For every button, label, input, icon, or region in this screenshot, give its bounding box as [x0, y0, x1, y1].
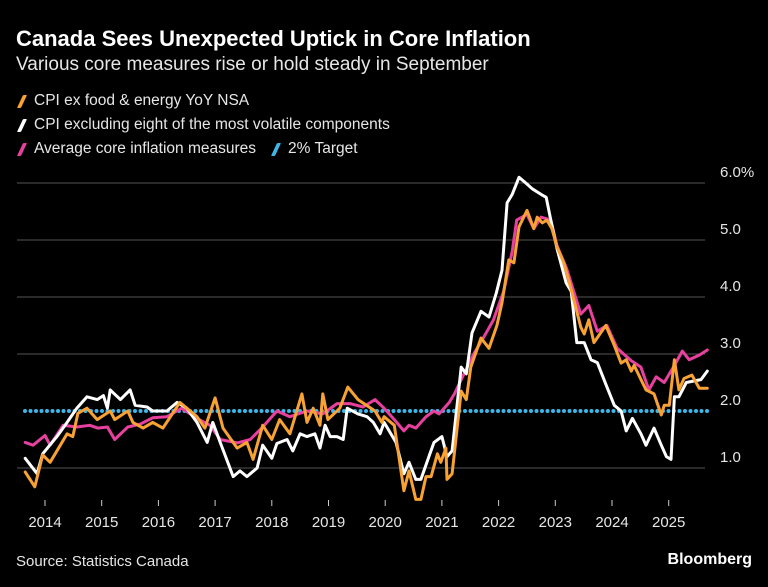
y-tick-label: 5.0 — [720, 221, 741, 238]
legend-label: Average core inflation measures — [34, 140, 257, 157]
x-tick-label: 2024 — [595, 514, 628, 531]
legend-row: Average core inflation measures 2% Targe… — [16, 140, 372, 158]
x-tick-label: 2021 — [425, 514, 458, 531]
legend-label: 2% Target — [288, 140, 358, 157]
y-tick-label: 2.0 — [720, 392, 741, 409]
x-tick-label: 2023 — [539, 514, 572, 531]
x-tick-label: 2020 — [369, 514, 402, 531]
series-line-orange — [23, 208, 709, 501]
chart-subtitle: Various core measures rise or hold stead… — [16, 54, 489, 75]
source-note: Source: Statistics Canada — [16, 553, 189, 570]
y-tick-label: 4.0 — [720, 278, 741, 295]
x-tick-label: 2019 — [312, 514, 345, 531]
x-tick-label: 2018 — [255, 514, 288, 531]
x-tick-label: 2016 — [142, 514, 175, 531]
x-tick-label: 2025 — [652, 514, 685, 531]
y-tick-label: 1.0 — [720, 449, 741, 466]
y-tick-label: 3.0 — [720, 335, 741, 352]
y-tick-label: 6.0% — [720, 164, 754, 181]
legend-item-target: 2% Target — [270, 140, 358, 158]
legend-label: CPI ex food & energy YoY NSA — [34, 92, 250, 109]
legend-row: CPI excluding eight of the most volatile… — [16, 116, 404, 134]
x-tick-label: 2022 — [482, 514, 515, 531]
legend-item-cpi-ex-eight: CPI excluding eight of the most volatile… — [16, 116, 390, 134]
chart-title: Canada Sees Unexpected Uptick in Core In… — [16, 26, 531, 51]
x-tick-label: 2014 — [28, 514, 61, 531]
legend-item-cpi-ex-food-energy: CPI ex food & energy YoY NSA — [16, 92, 249, 110]
legend-label: CPI excluding eight of the most volatile… — [34, 116, 390, 133]
legend-row: CPI ex food & energy YoY NSA — [16, 92, 263, 110]
bloomberg-logo: Bloomberg — [667, 551, 752, 568]
series-line-white — [23, 175, 709, 481]
x-tick-label: 2015 — [85, 514, 118, 531]
legend-item-average-core: Average core inflation measures — [16, 140, 256, 158]
x-tick-label: 2017 — [198, 514, 231, 531]
